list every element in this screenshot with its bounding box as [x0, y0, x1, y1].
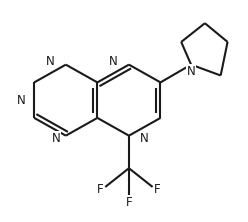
Text: F: F	[126, 196, 132, 209]
Text: N: N	[46, 55, 54, 68]
Text: N: N	[17, 94, 26, 107]
Text: F: F	[154, 183, 161, 196]
Text: N: N	[187, 65, 195, 78]
Text: N: N	[140, 132, 149, 145]
Text: N: N	[52, 132, 60, 145]
Text: N: N	[109, 55, 118, 68]
Text: F: F	[97, 183, 104, 196]
